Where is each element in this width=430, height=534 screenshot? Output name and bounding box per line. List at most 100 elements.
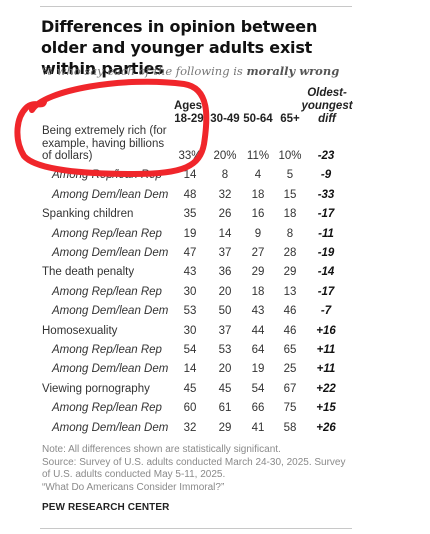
- cell-value: 20: [218, 363, 232, 376]
- table-subrow: Among Dem/lean Dem 47 37 27 28 -19: [0, 247, 430, 266]
- cell-value: 30: [183, 285, 197, 298]
- cell-diff: +11: [316, 363, 336, 376]
- table-subrow: Among Dem/lean Dem 53 50 43 46 -7: [0, 305, 430, 324]
- table-subrow: Among Dem/lean Dem 14 20 19 25 +11: [0, 363, 430, 382]
- table-row: The death penalty 43 36 29 29 -14: [0, 266, 430, 285]
- row-label: Among Rep/lean Rep: [52, 285, 162, 298]
- cell-value: 15: [283, 188, 297, 201]
- cell-diff: -17: [317, 285, 335, 298]
- cell-value: 18: [251, 285, 265, 298]
- cell-diff: +16: [316, 324, 336, 337]
- cell-value: 50: [218, 305, 232, 318]
- table-subrow: Among Rep/lean Rep 19 14 9 8 -11: [0, 228, 430, 247]
- cell-value: 53: [218, 344, 232, 356]
- row-label: Spanking children: [42, 208, 134, 221]
- header-col-65-plus: 65+: [280, 113, 300, 125]
- table-row: Spanking children 35 26 16 18 -17: [0, 208, 430, 227]
- header-col-50-64: 50-64: [243, 113, 273, 125]
- cell-diff: +22: [316, 382, 336, 395]
- top-rule: [40, 6, 352, 7]
- row-label-line: of dollars): [42, 150, 93, 162]
- cell-value: 14: [183, 169, 197, 182]
- table-row: Homosexuality 30 37 44 46 +16: [0, 325, 430, 344]
- cell-value: 53: [183, 305, 197, 318]
- notes-block: Note: All differences shown are statisti…: [42, 444, 372, 494]
- cell-value: 5: [286, 169, 294, 182]
- cell-value: 67: [283, 382, 297, 395]
- cell-diff: -33: [317, 188, 335, 201]
- cell-value: 46: [283, 324, 297, 337]
- cell-value: 47: [183, 247, 197, 259]
- row-label: Among Dem/lean Dem: [52, 305, 169, 318]
- header-col-18-29: 18-29: [174, 113, 204, 125]
- cell-value: 19: [183, 227, 197, 240]
- cell-value: 29: [283, 266, 297, 279]
- row-label: Among Rep/lean Rep: [52, 227, 162, 240]
- cell-value: 43: [251, 305, 265, 318]
- note-line: of U.S. adults conducted May 5-11, 2025.: [42, 469, 226, 481]
- chart-subtitle: % who say each of the following is moral…: [42, 64, 339, 78]
- cell-diff: -17: [317, 208, 335, 221]
- cell-value: 20%: [213, 150, 237, 162]
- table-subrow: Among Dem/lean Dem 32 29 41 58 +26: [0, 422, 430, 441]
- row-label: Among Rep/lean Rep: [52, 169, 162, 182]
- row-label: Among Dem/lean Dem: [52, 363, 169, 376]
- cell-value: 61: [218, 402, 232, 415]
- cell-value: 75: [283, 402, 297, 415]
- cell-value: 26: [218, 208, 232, 221]
- cell-value: 14: [218, 227, 232, 240]
- cell-value: 9: [254, 227, 262, 240]
- cell-value: 28: [283, 247, 297, 259]
- cell-value: 60: [183, 402, 197, 415]
- table-subrow: Among Rep/lean Rep 60 61 66 75 +15: [0, 402, 430, 421]
- cell-diff: -9: [320, 169, 332, 182]
- cell-value: 54: [251, 382, 265, 395]
- cell-diff: -19: [317, 247, 335, 259]
- cell-diff: -11: [318, 227, 334, 240]
- cell-value: 54: [183, 344, 197, 356]
- cell-value: 14: [183, 363, 197, 376]
- cell-value: 10%: [278, 150, 302, 162]
- row-label: Viewing pornography: [42, 382, 150, 395]
- subtitle-emphasis: morally wrong: [246, 64, 340, 78]
- cell-value: 8: [286, 227, 294, 240]
- cell-value: 64: [251, 344, 265, 356]
- table-subrow: Among Rep/lean Rep 14 8 4 5 -9: [0, 169, 430, 188]
- cell-value: 36: [218, 266, 232, 279]
- cell-value: 11%: [246, 150, 270, 162]
- cell-diff: +15: [316, 402, 336, 415]
- row-label: Among Rep/lean Rep: [52, 402, 162, 415]
- header-diff-line-3: diff: [318, 113, 336, 125]
- cell-value: 18: [251, 188, 265, 201]
- note-line: Source: Survey of U.S. adults conducted …: [42, 456, 346, 468]
- header-col-30-49: 30-49: [210, 113, 240, 125]
- table-subrow: Among Dem/lean Dem 48 32 18 15 -33: [0, 189, 430, 208]
- row-label-line: example, having billions: [42, 137, 165, 150]
- row-label: Among Dem/lean Dem: [52, 421, 169, 434]
- cell-value: 32: [218, 188, 232, 201]
- cell-diff: -23: [317, 150, 335, 162]
- cell-value: 25: [283, 363, 297, 376]
- chart-title: Differences in opinion between older and…: [41, 17, 318, 78]
- cell-value: 18: [283, 208, 297, 221]
- row-label: The death penalty: [42, 266, 135, 279]
- row-label: Homosexuality: [42, 324, 118, 337]
- cell-diff: +11: [316, 344, 336, 356]
- cell-value: 48: [183, 188, 197, 201]
- cell-value: 30: [183, 324, 197, 337]
- subtitle-prefix: % who say each of the following is: [42, 64, 247, 78]
- cell-value: 45: [218, 382, 232, 395]
- row-label: Among Rep/lean Rep: [52, 344, 162, 356]
- table-row: Being extremely rich (for example, having…: [0, 125, 430, 169]
- cell-diff: -7: [320, 305, 332, 318]
- note-line: “What Do Americans Consider Immoral?”: [42, 481, 225, 493]
- cell-value: 37: [218, 247, 232, 259]
- cell-value: 46: [283, 305, 297, 318]
- source-credit: PEW RESEARCH CENTER: [42, 502, 170, 513]
- cell-value: 8: [221, 169, 229, 182]
- cell-value: 33%: [178, 150, 202, 162]
- table-row: Viewing pornography 45 45 54 67 +22: [0, 383, 430, 402]
- cell-value: 43: [183, 266, 197, 279]
- cell-diff: -14: [317, 266, 335, 279]
- cell-value: 65: [283, 344, 297, 356]
